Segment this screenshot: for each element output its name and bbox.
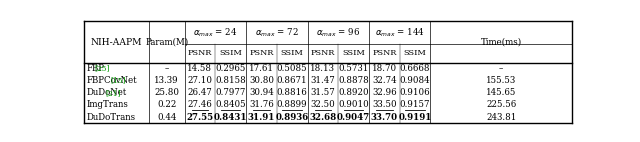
Text: 0.9191: 0.9191: [399, 113, 432, 122]
Text: FBPCovNet: FBPCovNet: [87, 76, 138, 85]
Text: [21]: [21]: [106, 89, 121, 97]
Text: FBP: FBP: [87, 64, 105, 73]
Text: 27.10: 27.10: [188, 76, 212, 85]
Text: 0.5085: 0.5085: [277, 64, 307, 73]
Text: 0.8899: 0.8899: [277, 100, 307, 109]
Text: 0.9106: 0.9106: [400, 88, 431, 97]
Text: 0.44: 0.44: [157, 113, 177, 122]
Text: 0.8936: 0.8936: [275, 113, 308, 122]
Text: 0.8431: 0.8431: [214, 113, 248, 122]
Text: $\alpha_{max}$ = 96: $\alpha_{max}$ = 96: [316, 26, 360, 39]
Text: 31.47: 31.47: [310, 76, 335, 85]
Text: 32.68: 32.68: [309, 113, 337, 122]
Text: 25.80: 25.80: [154, 88, 179, 97]
Text: 0.22: 0.22: [157, 100, 177, 109]
Text: 33.70: 33.70: [371, 113, 398, 122]
Text: 26.47: 26.47: [188, 88, 212, 97]
Text: 0.8920: 0.8920: [339, 88, 369, 97]
Text: 0.5731: 0.5731: [339, 64, 369, 73]
Text: $\alpha_{max}$ = 24: $\alpha_{max}$ = 24: [193, 26, 237, 39]
Text: 18.70: 18.70: [372, 64, 397, 73]
Text: 32.96: 32.96: [372, 88, 397, 97]
Text: SSIM: SSIM: [281, 49, 303, 57]
Text: 0.8405: 0.8405: [215, 100, 246, 109]
Text: $\alpha_{max}$ = 144: $\alpha_{max}$ = 144: [375, 26, 425, 39]
Text: 30.80: 30.80: [249, 76, 274, 85]
Text: PSNR: PSNR: [372, 49, 397, 57]
Text: 27.55: 27.55: [186, 113, 214, 122]
Text: 31.76: 31.76: [249, 100, 274, 109]
Text: SSIM: SSIM: [404, 49, 426, 57]
Text: 33.50: 33.50: [372, 100, 397, 109]
Text: 0.8158: 0.8158: [215, 76, 246, 85]
Text: 0.8671: 0.8671: [277, 76, 307, 85]
Text: 145.65: 145.65: [486, 88, 516, 97]
Text: –: –: [164, 64, 169, 73]
Text: ImgTrans: ImgTrans: [87, 100, 129, 109]
Text: 0.9010: 0.9010: [339, 100, 369, 109]
Text: 0.8816: 0.8816: [276, 88, 307, 97]
Text: [25]: [25]: [95, 65, 110, 73]
Text: 30.94: 30.94: [249, 88, 274, 97]
Text: 0.2965: 0.2965: [216, 64, 246, 73]
Text: 0.9084: 0.9084: [400, 76, 431, 85]
Text: 18.13: 18.13: [310, 64, 335, 73]
Text: 0.6668: 0.6668: [400, 64, 430, 73]
Text: 13.39: 13.39: [154, 76, 179, 85]
Text: $\alpha_{max}$ = 72: $\alpha_{max}$ = 72: [255, 26, 299, 39]
Text: 0.9047: 0.9047: [337, 113, 371, 122]
Text: 32.50: 32.50: [310, 100, 335, 109]
Text: 32.74: 32.74: [372, 76, 397, 85]
Text: 243.81: 243.81: [486, 113, 516, 122]
Text: SSIM: SSIM: [220, 49, 242, 57]
Text: 225.56: 225.56: [486, 100, 516, 109]
Text: DuDoNet: DuDoNet: [87, 88, 127, 97]
Text: PSNR: PSNR: [310, 49, 335, 57]
Text: Param(M): Param(M): [145, 37, 188, 47]
Text: 0.8878: 0.8878: [339, 76, 369, 85]
Text: 17.61: 17.61: [249, 64, 274, 73]
Text: [15]: [15]: [111, 77, 126, 85]
Text: PSNR: PSNR: [249, 49, 273, 57]
Text: 0.9157: 0.9157: [400, 100, 430, 109]
Text: Time(ms): Time(ms): [481, 37, 522, 47]
Text: 155.53: 155.53: [486, 76, 516, 85]
Text: 27.46: 27.46: [188, 100, 212, 109]
Text: 14.58: 14.58: [188, 64, 212, 73]
Text: SSIM: SSIM: [342, 49, 365, 57]
Text: 31.91: 31.91: [248, 113, 275, 122]
Text: –: –: [499, 64, 504, 73]
Text: 0.7977: 0.7977: [216, 88, 246, 97]
Text: NIH-AAPM: NIH-AAPM: [91, 37, 142, 47]
Text: DuDoTrans: DuDoTrans: [87, 113, 136, 122]
Text: 31.57: 31.57: [310, 88, 335, 97]
Text: PSNR: PSNR: [188, 49, 212, 57]
